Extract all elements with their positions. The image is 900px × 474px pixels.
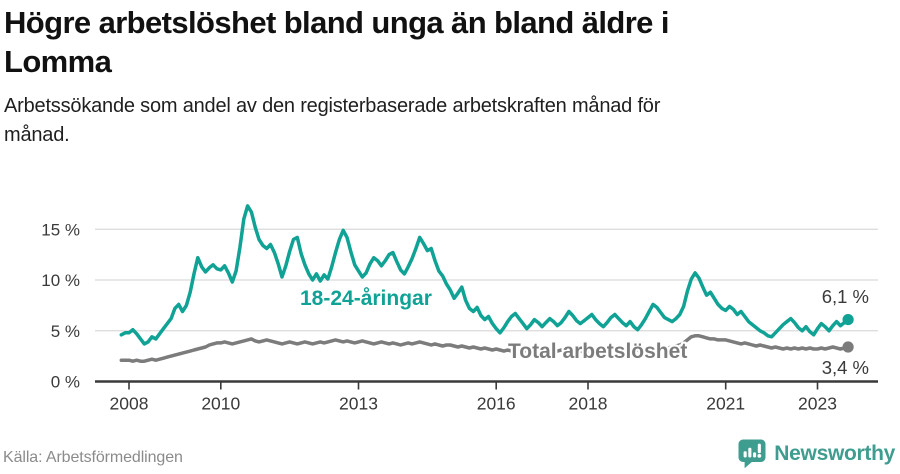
x-axis-label-2010: 2010 xyxy=(201,394,240,414)
x-axis-label-2008: 2008 xyxy=(110,394,149,414)
chart-title-line-1: Högre arbetslöshet bland unga än bland ä… xyxy=(4,5,669,40)
chart-subtitle-line-1: Arbetssökande som andel av den registerb… xyxy=(4,95,661,117)
newsworthy-brand: Newsworthy xyxy=(737,438,895,469)
newsworthy-brand-text: Newsworthy xyxy=(774,441,895,465)
y-axis-label-10: 10 % xyxy=(41,271,80,290)
series-label-total: Total arbetslöshet xyxy=(508,340,687,363)
x-axis-label-2013: 2013 xyxy=(339,394,378,414)
end-dot-total xyxy=(842,341,854,353)
x-axis-label-2023: 2023 xyxy=(798,394,837,414)
y-axis-label-15: 15 % xyxy=(41,220,80,239)
x-axis-label-2021: 2021 xyxy=(706,394,745,414)
y-axis-label-5: 5 % xyxy=(51,322,80,341)
series-line-total xyxy=(119,334,850,363)
series-line-youth xyxy=(119,204,850,346)
source-attribution: Källa: Arbetsförmedlingen xyxy=(3,449,183,466)
newsworthy-logo-icon xyxy=(738,439,766,469)
x-axis-label-2016: 2016 xyxy=(477,394,516,414)
chart-subtitle-line-2: månad. xyxy=(4,124,70,146)
chart-title-line-2: Lomma xyxy=(4,44,112,79)
end-value-label-youth: 6,1 % xyxy=(822,286,869,307)
series-label-youth: 18-24-åringar xyxy=(300,287,432,310)
chart-title: Högre arbetslöshet bland unga än bland ä… xyxy=(4,3,896,81)
x-axis-label-2018: 2018 xyxy=(569,394,608,414)
end-dot-youth xyxy=(842,314,854,326)
y-axis-label-0: 0 % xyxy=(51,373,80,392)
end-value-label-total: 3,4 % xyxy=(822,357,869,378)
chart-subtitle: Arbetssökande som andel av den registerb… xyxy=(4,92,896,150)
